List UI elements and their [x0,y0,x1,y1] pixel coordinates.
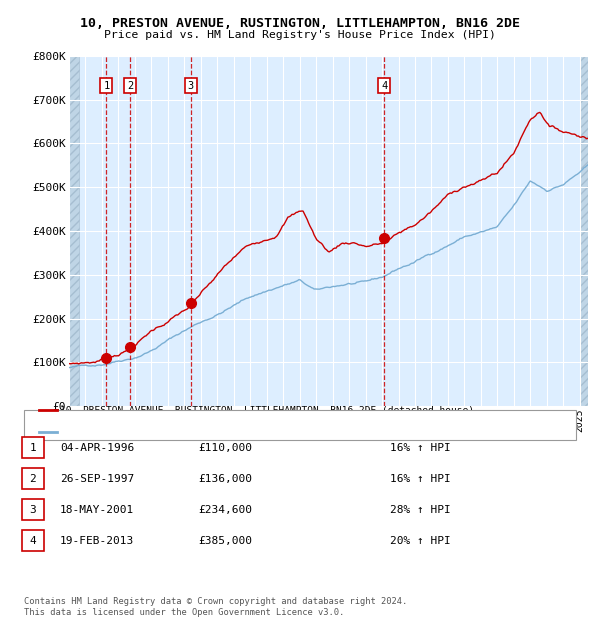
Text: 04-APR-1996: 04-APR-1996 [60,443,134,453]
Text: £110,000: £110,000 [198,443,252,453]
Bar [69,56,79,406]
Text: £234,600: £234,600 [198,505,252,515]
Text: 20% ↑ HPI: 20% ↑ HPI [390,536,451,546]
Text: 2: 2 [29,474,37,484]
Text: HPI: Average price, detached house, Arun: HPI: Average price, detached house, Arun [60,427,290,436]
Text: 1: 1 [29,443,37,453]
Text: 3: 3 [29,505,37,515]
Bar [580,56,588,406]
Text: 18-MAY-2001: 18-MAY-2001 [60,505,134,515]
Text: Contains HM Land Registry data © Crown copyright and database right 2024.
This d: Contains HM Land Registry data © Crown c… [24,598,407,617]
Text: 26-SEP-1997: 26-SEP-1997 [60,474,134,484]
Text: 4: 4 [29,536,37,546]
Text: 2: 2 [127,81,134,91]
Text: £136,000: £136,000 [198,474,252,484]
Text: 3: 3 [187,81,194,91]
Text: 10, PRESTON AVENUE, RUSTINGTON, LITTLEHAMPTON, BN16 2DE (detached house): 10, PRESTON AVENUE, RUSTINGTON, LITTLEHA… [60,406,474,415]
Text: 4: 4 [381,81,388,91]
Text: 10, PRESTON AVENUE, RUSTINGTON, LITTLEHAMPTON, BN16 2DE: 10, PRESTON AVENUE, RUSTINGTON, LITTLEHA… [80,17,520,30]
Text: 16% ↑ HPI: 16% ↑ HPI [390,443,451,453]
Text: 16% ↑ HPI: 16% ↑ HPI [390,474,451,484]
Text: 28% ↑ HPI: 28% ↑ HPI [390,505,451,515]
Text: 19-FEB-2013: 19-FEB-2013 [60,536,134,546]
Text: 1: 1 [103,81,110,91]
Text: Price paid vs. HM Land Registry's House Price Index (HPI): Price paid vs. HM Land Registry's House … [104,30,496,40]
Text: £385,000: £385,000 [198,536,252,546]
